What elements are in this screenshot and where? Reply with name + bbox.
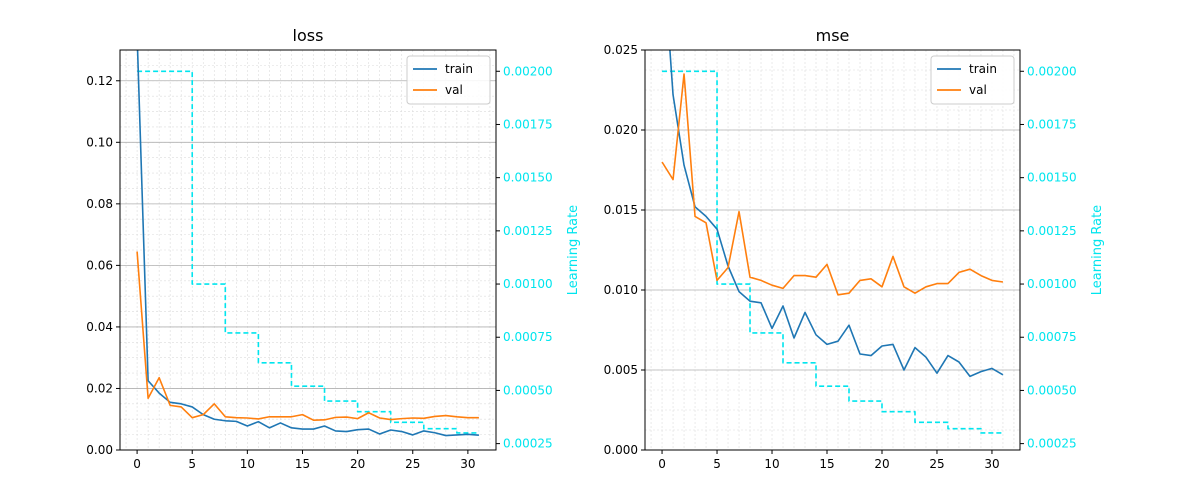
- minor-grid: [645, 49, 1020, 451]
- x-tick-label: 10: [764, 457, 779, 471]
- chart-panel-loss: 0 5 10 15 20 25 30 0.00 0.02 0.04 0.06 0.08 0.10 0.12…: [86, 26, 581, 471]
- y-tick-label: 0.02: [86, 381, 113, 395]
- axes-frame: [644, 49, 1021, 451]
- x-tick-label: 0: [133, 457, 141, 471]
- y-tick-label: 0.10: [86, 135, 113, 149]
- x-tick-label: 20: [350, 457, 365, 471]
- y-tick-label: 0.020: [604, 123, 638, 137]
- x-axis-ticks: 0 5 10 15 20 25 30: [133, 450, 476, 471]
- y2-tick-label: 0.00175: [1027, 117, 1077, 131]
- y2-tick-label: 0.00150: [1027, 171, 1077, 185]
- series-line-learning-rate: [137, 70, 479, 434]
- x-tick-label: 25: [929, 457, 944, 471]
- x-tick-label: 30: [984, 457, 999, 471]
- y2-axis-label: Learning Rate: [1090, 205, 1105, 295]
- y-tick-label: 0.000: [604, 443, 638, 457]
- y2-tick-label: 0.00075: [503, 330, 553, 344]
- y2-tick-label: 0.00025: [503, 437, 553, 451]
- x-axis-ticks: 0 5 10 15 20 25 30: [658, 450, 1000, 471]
- x-tick-label: 30: [460, 457, 475, 471]
- y-tick-label: 0.015: [604, 203, 638, 217]
- y2-tick-label: 0.00125: [503, 224, 553, 238]
- series-group: [661, 50, 1004, 434]
- series-group: [136, 50, 479, 437]
- y2-tick-label: 0.00075: [1027, 330, 1077, 344]
- chart-title: loss: [293, 26, 324, 45]
- x-tick-label: 20: [874, 457, 889, 471]
- legend: train val: [930, 55, 1015, 105]
- y2-tick-label: 0.00100: [1027, 277, 1077, 291]
- y2-tick-label: 0.00050: [503, 383, 553, 397]
- series-line-train: [136, 50, 479, 437]
- y-tick-label: 0.06: [86, 258, 113, 272]
- y2-tick-label: 0.00125: [1027, 224, 1077, 238]
- y2-tick-label: 0.00200: [503, 64, 553, 78]
- series-line-val: [136, 251, 479, 421]
- series-line-train: [669, 50, 1004, 378]
- series-line-val: [661, 73, 1004, 296]
- y2-axis-ticks: 0.00025 0.00050 0.00075 0.00100 0.00125 0.001…: [1020, 64, 1077, 451]
- y-axis-ticks: 0.00 0.02 0.04 0.06 0.08 0.10 0.12: [86, 74, 120, 457]
- axes-frame: [119, 49, 497, 451]
- y-tick-label: 0.08: [86, 197, 113, 211]
- y2-tick-label: 0.00200: [1027, 64, 1077, 78]
- y2-tick-label: 0.00100: [503, 277, 553, 291]
- legend-box: [930, 55, 1015, 105]
- legend-box: [406, 55, 491, 105]
- y2-tick-label: 0.00050: [1027, 383, 1077, 397]
- y2-axis-ticks: 0.00025 0.00050 0.00075 0.00100 0.00125 0.001…: [496, 64, 553, 451]
- legend-label-val: val: [969, 83, 987, 97]
- x-tick-label: 15: [295, 457, 310, 471]
- major-grid: [120, 80, 496, 451]
- x-tick-label: 5: [188, 457, 196, 471]
- series-line-learning-rate: [662, 70, 1003, 434]
- x-tick-label: 10: [240, 457, 255, 471]
- y-tick-label: 0.025: [604, 43, 638, 57]
- legend-label-val: val: [445, 83, 463, 97]
- legend-label-train: train: [969, 62, 997, 76]
- y2-tick-label: 0.00025: [1027, 437, 1077, 451]
- y2-tick-label: 0.00175: [503, 117, 553, 131]
- y-tick-label: 0.12: [86, 74, 113, 88]
- y-axis-ticks: 0.000 0.005 0.010 0.015 0.020 0.025: [604, 43, 645, 457]
- chart-title: mse: [816, 26, 850, 45]
- y-tick-label: 0.04: [86, 320, 113, 334]
- x-tick-label: 15: [819, 457, 834, 471]
- x-tick-label: 25: [405, 457, 420, 471]
- y-tick-label: 0.005: [604, 363, 638, 377]
- minor-grid: [120, 49, 496, 451]
- y2-axis-label: Learning Rate: [566, 205, 581, 295]
- legend: train val: [406, 55, 491, 105]
- y-tick-label: 0.00: [86, 443, 113, 457]
- chart-panel-mse: 0 5 10 15 20 25 300.0000.0050.0100.0150.0200.0…: [604, 26, 1105, 471]
- x-tick-label: 5: [713, 457, 721, 471]
- x-tick-label: 0: [658, 457, 666, 471]
- y2-tick-label: 0.00150: [503, 171, 553, 185]
- y-tick-label: 0.010: [604, 283, 638, 297]
- legend-label-train: train: [445, 62, 473, 76]
